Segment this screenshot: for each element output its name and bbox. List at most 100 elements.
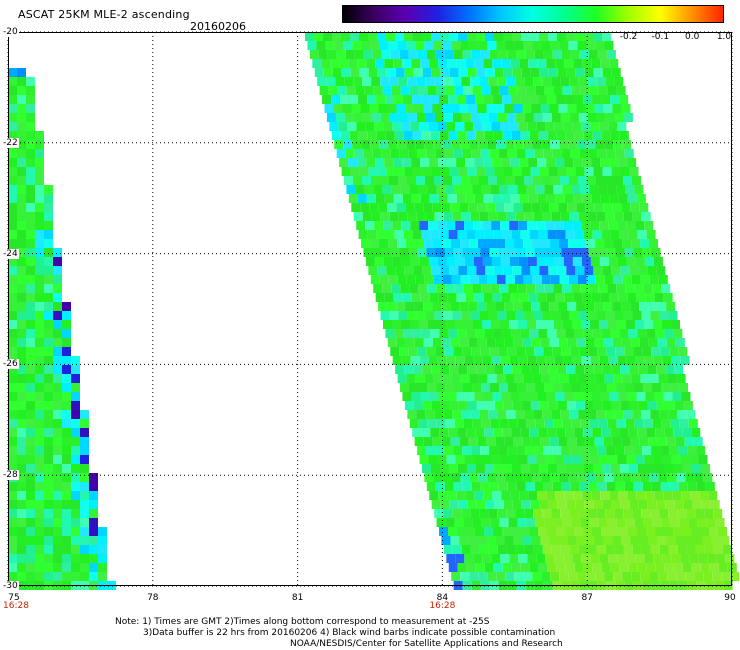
data-cell xyxy=(428,221,438,230)
data-cell xyxy=(674,401,684,410)
data-cell xyxy=(646,428,656,437)
data-cell xyxy=(613,572,623,581)
data-cell xyxy=(414,338,424,347)
data-cell xyxy=(646,230,656,239)
data-cell xyxy=(484,464,494,473)
data-cell xyxy=(649,473,659,482)
data-cell xyxy=(458,167,468,176)
data-cell xyxy=(509,257,519,266)
data-cell xyxy=(440,32,449,41)
data-cell xyxy=(638,500,648,509)
data-cell xyxy=(611,401,621,410)
data-cell xyxy=(44,401,53,410)
data-cell xyxy=(352,140,362,149)
data-cell xyxy=(604,140,614,149)
data-cell xyxy=(591,158,601,167)
data-cell xyxy=(379,176,389,185)
data-cell xyxy=(80,419,89,428)
data-cell xyxy=(528,158,538,167)
latitude-label: -26 xyxy=(2,359,19,370)
data-cell xyxy=(80,536,89,545)
data-cell xyxy=(26,311,35,320)
data-cell xyxy=(71,500,80,509)
data-cell xyxy=(457,464,467,473)
data-cell xyxy=(332,68,342,77)
data-cell xyxy=(509,356,519,365)
data-cell xyxy=(557,500,567,509)
data-cell xyxy=(704,545,714,554)
data-cell xyxy=(396,203,406,212)
data-cell xyxy=(344,113,354,122)
data-cell xyxy=(17,446,26,455)
data-cell xyxy=(44,437,53,446)
data-cell xyxy=(418,419,428,428)
data-cell xyxy=(603,104,613,113)
data-cell xyxy=(503,32,512,41)
data-cell xyxy=(495,104,505,113)
data-cell xyxy=(606,446,616,455)
data-cell xyxy=(478,275,488,284)
data-cell xyxy=(467,167,477,176)
data-cell xyxy=(673,464,683,473)
data-cell xyxy=(98,554,107,563)
data-cell xyxy=(17,437,26,446)
data-cell xyxy=(510,158,520,167)
data-cell xyxy=(575,32,584,41)
data-cell xyxy=(348,158,358,167)
data-cell xyxy=(600,59,610,68)
data-cell xyxy=(545,356,555,365)
data-cell xyxy=(682,563,692,572)
data-cell xyxy=(608,455,618,464)
data-cell xyxy=(585,338,595,347)
data-cell xyxy=(478,41,488,50)
data-cell xyxy=(488,212,498,221)
data-cell xyxy=(508,320,518,329)
data-cell xyxy=(8,104,17,113)
data-cell xyxy=(615,149,625,158)
data-cell xyxy=(452,113,462,122)
data-cell xyxy=(592,563,602,572)
data-cell xyxy=(535,383,545,392)
data-cell xyxy=(619,464,629,473)
data-cell xyxy=(8,149,17,158)
data-cell xyxy=(607,185,617,194)
data-cell xyxy=(465,392,475,401)
data-cell xyxy=(430,131,440,140)
data-cell xyxy=(479,545,489,554)
data-cell xyxy=(673,563,683,572)
data-cell xyxy=(559,140,569,149)
data-cell xyxy=(400,185,410,194)
data-cell xyxy=(553,518,563,527)
data-cell xyxy=(664,563,674,572)
data-cell xyxy=(62,437,71,446)
data-cell xyxy=(506,311,516,320)
data-cell xyxy=(587,113,597,122)
data-cell xyxy=(472,185,482,194)
data-cell xyxy=(661,419,671,428)
data-cell xyxy=(17,212,26,221)
data-cell xyxy=(469,473,479,482)
data-cell xyxy=(53,356,62,365)
data-cell xyxy=(606,482,616,491)
data-cell xyxy=(35,455,44,464)
data-cell xyxy=(585,536,595,545)
data-cell xyxy=(8,302,17,311)
data-cell xyxy=(635,257,645,266)
data-cell xyxy=(678,347,688,356)
data-cell xyxy=(497,545,507,554)
data-cell xyxy=(363,50,373,59)
data-cell xyxy=(371,212,381,221)
data-cell xyxy=(568,140,578,149)
data-cell xyxy=(80,527,89,536)
data-cell xyxy=(695,509,705,518)
data-cell xyxy=(528,194,538,203)
data-cell xyxy=(475,464,485,473)
data-cell xyxy=(614,509,624,518)
data-cell xyxy=(26,230,35,239)
data-cell xyxy=(527,356,537,365)
data-cell xyxy=(8,185,17,194)
data-cell xyxy=(89,563,98,572)
data-cell xyxy=(341,68,351,77)
data-cell xyxy=(589,185,599,194)
data-cell xyxy=(508,419,518,428)
